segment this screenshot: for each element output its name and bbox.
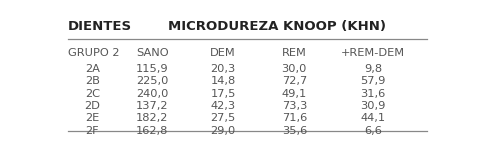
Text: 30,0: 30,0 — [282, 64, 307, 74]
Text: 49,1: 49,1 — [282, 89, 307, 99]
Text: 2F: 2F — [85, 126, 99, 136]
Text: 72,7: 72,7 — [282, 76, 307, 86]
Text: DIENTES: DIENTES — [68, 20, 132, 33]
Text: 2D: 2D — [84, 101, 100, 111]
Text: DEM: DEM — [210, 48, 236, 58]
Text: 27,5: 27,5 — [211, 113, 236, 123]
Text: 73,3: 73,3 — [282, 101, 307, 111]
Text: GRUPO 2: GRUPO 2 — [68, 48, 119, 58]
Text: +REM-DEM: +REM-DEM — [341, 48, 405, 58]
Text: 9,8: 9,8 — [364, 64, 382, 74]
Text: 30,9: 30,9 — [360, 101, 385, 111]
Text: SANO: SANO — [136, 48, 169, 58]
Text: 57,9: 57,9 — [360, 76, 385, 86]
Text: 137,2: 137,2 — [136, 101, 169, 111]
Text: 2C: 2C — [85, 89, 99, 99]
Text: 42,3: 42,3 — [211, 101, 236, 111]
Text: 14,8: 14,8 — [211, 76, 236, 86]
Text: 31,6: 31,6 — [360, 89, 385, 99]
Text: 20,3: 20,3 — [211, 64, 236, 74]
Text: 240,0: 240,0 — [136, 89, 168, 99]
Text: 71,6: 71,6 — [282, 113, 307, 123]
Text: 115,9: 115,9 — [136, 64, 169, 74]
Text: 2B: 2B — [85, 76, 99, 86]
Text: 162,8: 162,8 — [136, 126, 168, 136]
Text: 2E: 2E — [85, 113, 99, 123]
Text: REM: REM — [282, 48, 307, 58]
Text: 182,2: 182,2 — [136, 113, 168, 123]
Text: 44,1: 44,1 — [360, 113, 385, 123]
Text: MICRODUREZA KNOOP (KHN): MICRODUREZA KNOOP (KHN) — [169, 20, 386, 33]
Text: 6,6: 6,6 — [364, 126, 382, 136]
Text: 29,0: 29,0 — [211, 126, 236, 136]
Text: 2A: 2A — [85, 64, 99, 74]
Text: 35,6: 35,6 — [282, 126, 307, 136]
Text: 17,5: 17,5 — [211, 89, 236, 99]
Text: 225,0: 225,0 — [136, 76, 168, 86]
